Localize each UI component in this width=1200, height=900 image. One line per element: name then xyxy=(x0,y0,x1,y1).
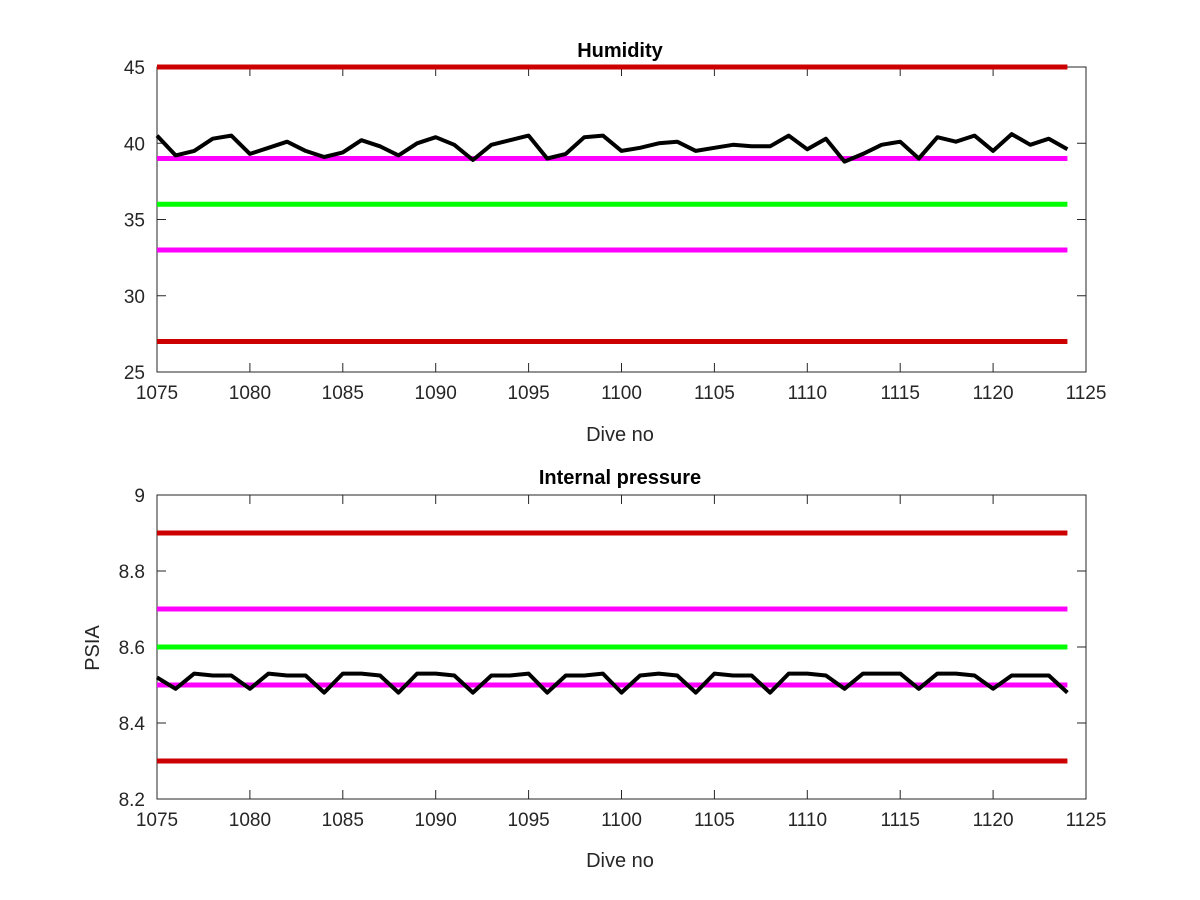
x-tick-label: 1120 xyxy=(973,810,1014,831)
y-tick-label: 45 xyxy=(124,58,145,79)
x-tick-label: 1105 xyxy=(694,810,735,831)
plot-area: 1075 1080 1085 1090 1095 1100 1105 1110 1115 1120… xyxy=(124,58,1107,404)
x-tick-label: 1115 xyxy=(880,810,919,831)
plot-area: 1075 1080 1085 1090 1095 1100 1105 1110 1115 1120… xyxy=(119,486,1107,831)
x-tick-label: 1090 xyxy=(415,383,457,404)
y-tick-label: 35 xyxy=(124,211,145,232)
internal-pressure-chart: Internal pressure 1075 1080 1085 1090 1095 11… xyxy=(82,467,1106,872)
x-tick-label: 1075 xyxy=(136,810,178,831)
x-tick-label: 1085 xyxy=(322,383,364,404)
x-tick-label: 1110 xyxy=(788,383,827,404)
axes-box xyxy=(156,66,1087,373)
y-tick-label: 8.2 xyxy=(119,790,145,811)
x-tick-label: 1075 xyxy=(136,383,178,404)
y-tick-label: 30 xyxy=(124,287,145,308)
humidity-chart: Humidity 1075 1080 1085 1090 1095 1100 1105 111… xyxy=(124,40,1107,446)
y-tick-label: 40 xyxy=(124,134,145,155)
chart-title: Internal pressure xyxy=(539,467,701,489)
x-tick-label: 1085 xyxy=(322,810,364,831)
x-tick-label: 1105 xyxy=(694,383,735,404)
chart-title: Humidity xyxy=(577,40,663,62)
y-tick-label: 9 xyxy=(134,486,145,507)
y-axis-label: PSIA xyxy=(82,625,104,671)
x-axis-label: Dive no xyxy=(586,424,654,446)
x-tick-label: 1090 xyxy=(415,810,457,831)
y-tick-label: 8.4 xyxy=(119,714,146,735)
x-tick-label: 1125 xyxy=(1066,383,1107,404)
x-tick-label: 1095 xyxy=(507,383,549,404)
x-tick-label: 1080 xyxy=(229,810,271,831)
x-tick-label: 1125 xyxy=(1066,810,1107,831)
y-tick-label: 25 xyxy=(124,363,145,384)
series-line xyxy=(155,671,1069,695)
x-tick-label: 1120 xyxy=(973,383,1014,404)
y-tick-label: 8.6 xyxy=(119,638,145,659)
x-tick-label: 1100 xyxy=(601,383,642,404)
x-tick-label: 1095 xyxy=(507,810,549,831)
x-axis-label: Dive no xyxy=(586,850,654,872)
x-tick-label: 1115 xyxy=(880,383,919,404)
y-tick-label: 8.8 xyxy=(119,562,145,583)
x-tick-label: 1110 xyxy=(788,810,827,831)
x-tick-label: 1100 xyxy=(601,810,642,831)
series-line xyxy=(155,132,1069,164)
x-tick-label: 1080 xyxy=(229,383,271,404)
